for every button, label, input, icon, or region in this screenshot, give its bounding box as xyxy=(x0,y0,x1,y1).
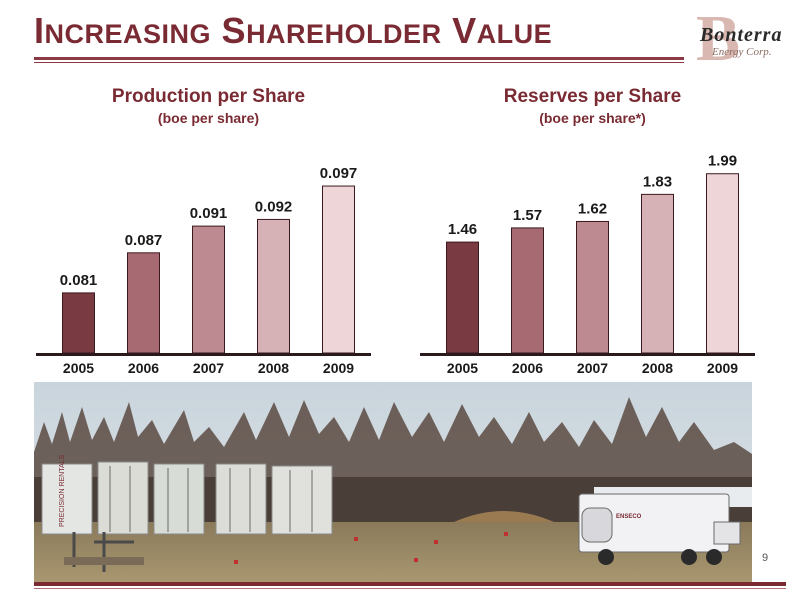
chart-title: Reserves per Share xyxy=(503,86,682,107)
bar-2007 xyxy=(192,225,225,354)
bar-2008 xyxy=(641,193,674,354)
data-label-2005: 1.46 xyxy=(448,221,477,238)
slide-title: INCREASING SHAREHOLDER VALUE xyxy=(34,10,552,52)
page-number: 9 xyxy=(762,552,769,564)
x-tick-2008: 2008 xyxy=(258,360,289,376)
x-tick-2006: 2006 xyxy=(128,360,159,376)
footer-line xyxy=(34,588,786,589)
reserves-plot: 1.46 2005 1.57 2006 1.62 2007 1.83 2008 1.99 2009 xyxy=(420,153,755,376)
title-rest-3: ALUE xyxy=(476,19,553,49)
data-label-2008: 1.83 xyxy=(643,173,672,190)
data-label-2005: 0.081 xyxy=(60,272,98,289)
bar-2009 xyxy=(706,173,739,354)
bonterra-logo: B Bonterra Energy Corp. xyxy=(690,2,790,75)
tank-label: PRECISION RENTALS xyxy=(59,454,66,527)
data-label-2009: 1.99 xyxy=(708,153,737,170)
data-label-2007: 1.62 xyxy=(578,200,607,217)
title-rest-2: HAREHOLDER xyxy=(246,19,442,49)
title-cap-3: V xyxy=(452,10,477,51)
x-tick-2006: 2006 xyxy=(512,360,543,376)
chart-title: Production per Share xyxy=(111,86,306,107)
logo-name: Bonterra xyxy=(700,24,783,46)
chart-subtitle: (boe per share*) xyxy=(539,110,646,126)
data-label-2006: 1.57 xyxy=(513,207,542,224)
logo-b-mark: B xyxy=(696,2,741,75)
bar-2007 xyxy=(576,220,609,354)
title-rule-top xyxy=(34,57,684,60)
bar-2008 xyxy=(257,218,290,354)
x-tick-2005: 2005 xyxy=(63,360,94,376)
footer-band xyxy=(34,582,786,586)
data-label-2009: 0.097 xyxy=(320,165,358,182)
x-tick-2009: 2009 xyxy=(707,360,738,376)
production-per-share-chart: Production per Share (boe per share) 0.0… xyxy=(36,86,381,376)
reserves-per-share-chart: Reserves per Share (boe per share*) 1.46… xyxy=(420,86,765,376)
x-tick-2007: 2007 xyxy=(577,360,608,376)
bar-2009 xyxy=(322,185,355,354)
data-label-2008: 0.092 xyxy=(255,198,293,215)
x-tick-2009: 2009 xyxy=(323,360,354,376)
title-rest-1: NCREASING xyxy=(44,19,212,49)
oilfield-photo-svg: PRECISION RENTALS ENSECO xyxy=(34,382,752,582)
data-label-2006: 0.087 xyxy=(125,232,163,249)
title-rule-bottom xyxy=(34,62,684,63)
logo-subtitle: Energy Corp. xyxy=(712,46,772,58)
bar-2006 xyxy=(127,252,160,354)
bar-2006 xyxy=(511,227,544,354)
x-axis-line xyxy=(36,353,371,356)
oilfield-photo: PRECISION RENTALS ENSECO xyxy=(34,382,752,582)
x-tick-2008: 2008 xyxy=(642,360,673,376)
x-axis-line xyxy=(420,353,755,356)
data-label-2007: 0.091 xyxy=(190,205,228,222)
truck-label: ENSECO xyxy=(616,514,642,520)
chart-subtitle: (boe per share) xyxy=(157,110,260,126)
title-cap-2: S xyxy=(221,10,247,51)
bar-2005 xyxy=(446,241,479,354)
production-plot: 0.081 2005 0.087 2006 0.091 2007 0.092 2008 0.09… xyxy=(36,165,371,376)
title-cap-1: I xyxy=(34,10,45,51)
bar-2005 xyxy=(62,292,95,354)
x-tick-2007: 2007 xyxy=(193,360,224,376)
x-tick-2005: 2005 xyxy=(447,360,478,376)
